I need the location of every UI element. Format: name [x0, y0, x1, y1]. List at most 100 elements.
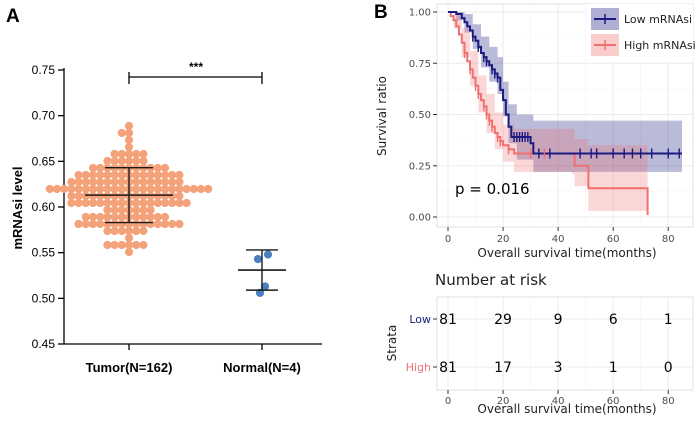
tumor-point: [153, 170, 162, 180]
tumor-point: [132, 177, 141, 187]
tumor-point: [96, 170, 105, 180]
tumor-point: [96, 177, 105, 187]
tumor-point: [67, 198, 76, 208]
risk-x-tick-label: 60: [607, 396, 620, 407]
x-category-label: Normal(N=4): [223, 360, 301, 375]
panel-b-letter: B: [374, 2, 388, 23]
tumor-point: [103, 240, 112, 250]
tumor-point: [168, 219, 177, 229]
tumor-point: [110, 205, 119, 215]
tumor-point: [139, 212, 148, 222]
normal-point: [253, 254, 263, 264]
y-tick-label: 0.70: [32, 109, 56, 123]
tumor-point: [52, 184, 62, 194]
legend-background: [586, 4, 693, 62]
tumor-point: [139, 240, 148, 250]
tumor-point: [160, 212, 170, 222]
tumor-point: [88, 198, 98, 208]
risk-table-x-ticks: 0 20 40 60 80: [445, 390, 675, 407]
tumor-point: [74, 170, 83, 180]
tumor-point: [88, 191, 98, 201]
tumor-point: [124, 128, 134, 138]
tumor-point: [110, 156, 119, 166]
km-confidence-bands: [448, 12, 682, 217]
tumor-point: [168, 198, 177, 208]
tumor-point: [117, 212, 126, 222]
tumor-point: [124, 156, 134, 166]
km-x-tick-label: 60: [607, 234, 620, 245]
tumor-point: [175, 191, 184, 201]
tumor-point: [110, 149, 119, 159]
tumor-point: [160, 170, 170, 180]
risk-count: 0: [664, 360, 673, 376]
risk-table-rows: Low 81 29 9 6 1 High 81 17 3 1 0: [406, 312, 673, 376]
tumor-point: [117, 240, 126, 250]
tumor-point: [96, 219, 105, 229]
tumor-point: [81, 177, 90, 187]
km-line-high: [448, 11, 649, 215]
risk-table-title: Number at risk: [435, 271, 547, 289]
tumor-point: [117, 149, 126, 159]
tumor-point: [117, 156, 126, 166]
tumor-point: [160, 177, 170, 187]
tumor-point: [139, 226, 148, 236]
tumor-point: [103, 170, 112, 180]
tumor-point: [146, 219, 155, 229]
tumor-point: [124, 142, 134, 152]
tumor-point: [67, 191, 76, 201]
tumor-point: [124, 240, 134, 250]
tumor-point: [132, 184, 141, 194]
risk-count: 17: [494, 360, 512, 376]
panel-a-x-categories: Tumor(N=162) Normal(N=4): [86, 344, 301, 375]
km-y-tick-label: 1.00: [409, 8, 431, 19]
tumor-point: [139, 198, 148, 208]
tumor-point: [175, 184, 184, 194]
tumor-point: [189, 184, 198, 194]
panel-b-km-plot: 0.00 0.25 0.50 0.75 1.00 0 20 40 60 80 Survival …: [375, 3, 696, 260]
tumor-point: [175, 177, 184, 187]
tumor-point: [117, 170, 126, 180]
tumor-point: [139, 156, 148, 166]
km-x-tick-label: 80: [662, 234, 675, 245]
tumor-point: [81, 198, 90, 208]
risk-x-tick-label: 80: [662, 396, 675, 407]
normal-point: [263, 250, 273, 259]
km-x-ticks: 0 20 40 60 80: [445, 227, 675, 245]
tumor-point: [96, 198, 105, 208]
tumor-point: [67, 184, 76, 194]
tumor-point: [124, 233, 134, 243]
x-category-label: Tumor(N=162): [86, 360, 173, 375]
risk-table-area: [436, 296, 694, 391]
tumor-point: [96, 184, 105, 194]
tumor-point: [146, 205, 155, 215]
risk-count: 6: [609, 312, 618, 328]
tumor-point: [139, 177, 148, 187]
risk-x-tick-label: 40: [552, 396, 565, 407]
km-x-tick-label: 0: [445, 234, 451, 245]
km-line-low: [448, 11, 682, 155]
tumor-point: [132, 219, 141, 229]
y-tick-label: 0.75: [32, 63, 56, 77]
tumor-point: [117, 219, 126, 229]
tumor-point: [132, 240, 141, 250]
tumor-point: [124, 121, 134, 131]
tumor-point: [88, 170, 98, 180]
tumor-point: [88, 163, 98, 173]
km-censor-marks: [463, 31, 680, 159]
tumor-point: [81, 170, 90, 180]
tumor-point: [168, 191, 177, 201]
tumor-point: [110, 191, 119, 201]
tumor-point: [103, 184, 112, 194]
panel-a-error-bars: [85, 167, 286, 291]
p-value: p = 0.016: [455, 180, 530, 198]
tumor-point: [60, 184, 69, 194]
tumor-point: [81, 184, 90, 194]
y-tick-label: 0.45: [32, 337, 56, 351]
normal-point: [260, 282, 270, 291]
tumor-point: [153, 177, 162, 187]
tumor-point: [204, 184, 213, 194]
tumor-point: [139, 205, 148, 215]
tumor-point: [110, 170, 119, 180]
tumor-point: [103, 226, 112, 236]
tumor-point: [103, 198, 112, 208]
